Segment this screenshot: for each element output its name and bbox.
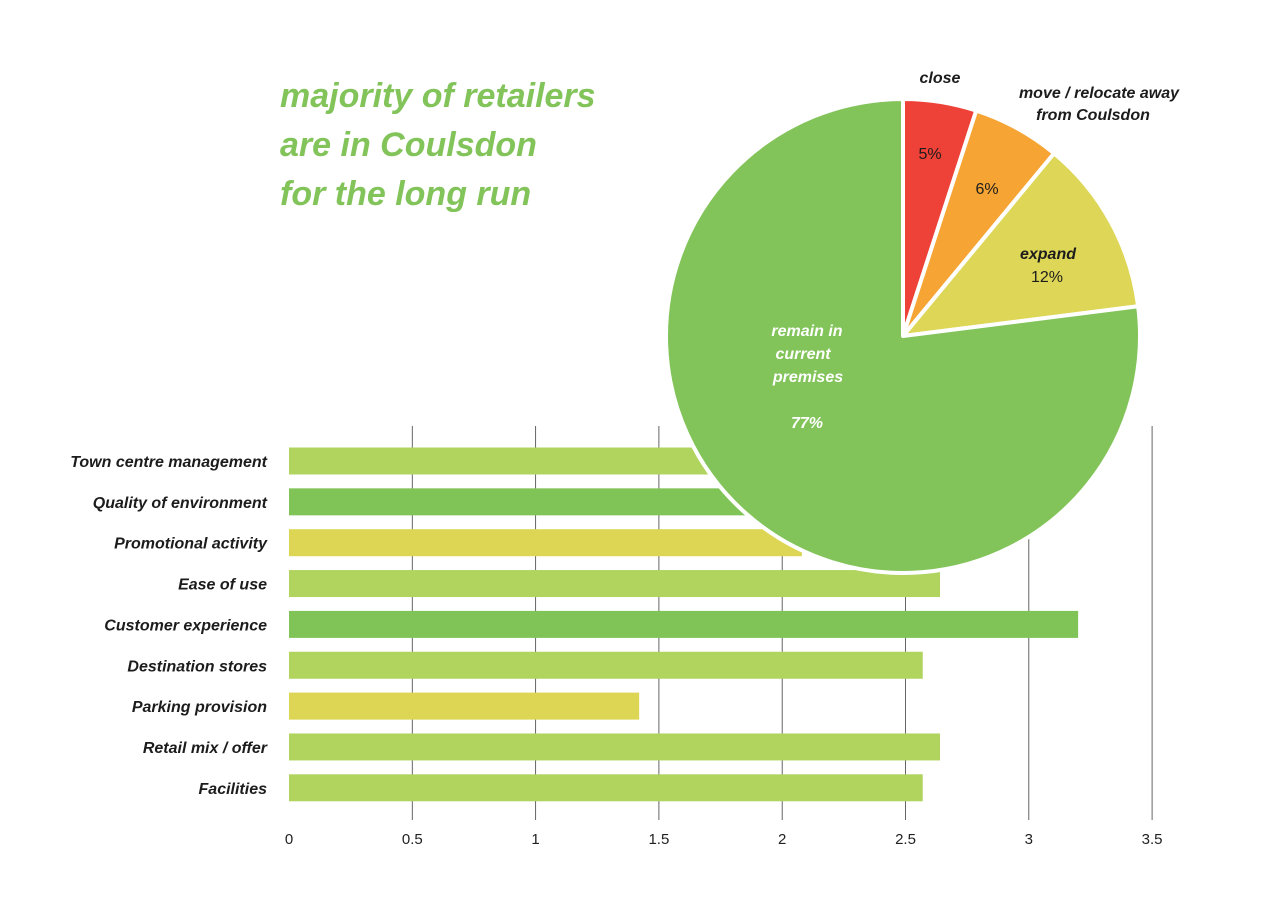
- bar-category-label: Parking provision: [132, 699, 267, 716]
- x-tick-label: 2.5: [895, 831, 916, 848]
- pie-chart: [664, 97, 1142, 575]
- bar: [289, 733, 941, 761]
- pie-label-move-line-1: move / relocate away: [1019, 85, 1180, 102]
- x-tick-label: 0.5: [402, 831, 423, 848]
- pie-label-move-line-2: from Coulsdon: [1036, 107, 1150, 124]
- bar: [289, 570, 941, 598]
- pie-label-remain-line-2: current: [775, 346, 831, 363]
- x-tick-label: 3: [1025, 831, 1033, 848]
- x-tick-label: 0: [285, 831, 293, 848]
- bar-category-label: Facilities: [199, 781, 268, 798]
- bar-category-label: Customer experience: [104, 617, 267, 634]
- bar-chart-tick-labels: 00.511.522.533.544.55: [285, 831, 1163, 848]
- pie-label-expand: expand: [1020, 246, 1077, 263]
- headline-line-1: majority of retailers: [280, 77, 596, 115]
- bar-chart-category-labels: Town centre management Quality of environ…: [70, 454, 268, 798]
- bar: [289, 610, 1079, 638]
- bar-category-label: Ease of use: [178, 577, 267, 594]
- pie-slice-expand: [901, 151, 1141, 338]
- bar: [289, 651, 923, 679]
- pie-label-close: close: [920, 70, 961, 87]
- headline-line-3: for the long run: [280, 175, 532, 213]
- pie-label-remain-line-1: remain in: [771, 323, 842, 340]
- pie-value-remain: 77%: [791, 415, 823, 432]
- pie-value-close: 5%: [918, 146, 941, 163]
- x-tick-label: 3.5: [1142, 831, 1163, 848]
- pie-value-expand: 12%: [1031, 269, 1063, 286]
- headline: majority of retailers are in Coulsdon fo…: [280, 72, 596, 219]
- pie-chart-labels: close 5% move / relocate away from Coulsdon…: [771, 70, 1180, 432]
- bar-category-label: Town centre management: [70, 454, 267, 471]
- bar: [289, 774, 923, 802]
- pie-slice-remain: [664, 97, 1142, 575]
- bar: [289, 692, 640, 720]
- bar-category-label: Promotional activity: [114, 536, 268, 553]
- x-tick-label: 1: [531, 831, 539, 848]
- bar-category-label: Retail mix / offer: [143, 740, 268, 757]
- x-tick-label: 1.5: [648, 831, 669, 848]
- bar-category-label: Quality of environment: [93, 495, 268, 512]
- x-tick-label: 2: [778, 831, 786, 848]
- bar-category-label: Destination stores: [127, 658, 267, 675]
- pie-label-remain-line-3: premises: [772, 369, 843, 386]
- headline-line-2: are in Coulsdon: [280, 126, 537, 164]
- bar: [289, 529, 802, 557]
- pie-value-move: 6%: [975, 181, 998, 198]
